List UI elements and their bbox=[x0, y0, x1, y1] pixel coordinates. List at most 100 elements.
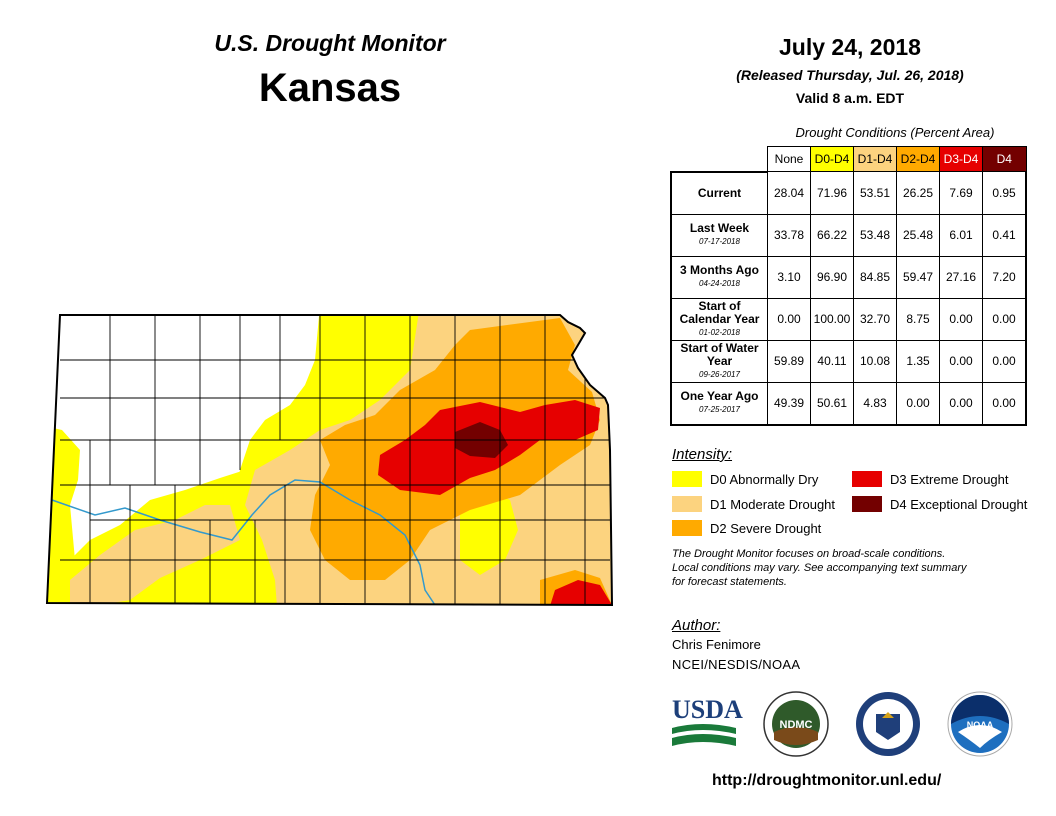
table-cell: 40.11 bbox=[810, 339, 854, 383]
legend-label: D1 Moderate Drought bbox=[710, 496, 836, 512]
map-date: July 24, 2018 bbox=[779, 34, 921, 60]
table-cell: 50.61 bbox=[810, 381, 854, 426]
table-cell: 0.95 bbox=[982, 171, 1027, 215]
table-cell: 96.90 bbox=[810, 255, 854, 299]
row-label: 3 Months Ago bbox=[680, 263, 759, 277]
monitor-title: U.S. Drought Monitor bbox=[214, 30, 446, 56]
row-label: Start of Calendar Year bbox=[679, 298, 760, 326]
table-cell: 66.22 bbox=[810, 213, 854, 257]
column-header: D0-D4 bbox=[810, 146, 854, 172]
table-cell: 59.89 bbox=[767, 339, 811, 383]
commerce-seal bbox=[856, 692, 920, 756]
drought-conditions-table: None D0-D4 D1-D4 D2-D4 D3-D4 D4 Current … bbox=[670, 146, 1027, 426]
row-date: 01-02-2018 bbox=[699, 327, 740, 337]
legend-label: D0 Abnormally Dry bbox=[710, 471, 819, 487]
row-label: Current bbox=[697, 185, 742, 200]
table-caption: Drought Conditions (Percent Area) bbox=[795, 125, 995, 140]
table-cell: 0.00 bbox=[982, 381, 1027, 426]
author-title: Author: bbox=[672, 617, 721, 634]
table-cell: 33.78 bbox=[767, 213, 811, 257]
state-outline bbox=[45, 314, 614, 607]
table-cell: 0.00 bbox=[896, 381, 940, 426]
table-cell: 10.08 bbox=[853, 339, 897, 383]
legend-item-d2: D2 Severe Drought bbox=[672, 520, 821, 536]
legend-swatch bbox=[852, 496, 882, 512]
ndmc-logo: NDMC bbox=[763, 691, 829, 757]
column-header: D1-D4 bbox=[853, 146, 897, 172]
legend-title: Intensity: bbox=[672, 446, 733, 463]
table-row: One Year Ago 07-25-2017 49.39 50.61 4.83 … bbox=[670, 381, 1027, 426]
author-name: Chris Fenimore bbox=[672, 637, 761, 652]
valid-time: Valid 8 a.m. EDT bbox=[795, 90, 905, 106]
column-header: None bbox=[767, 146, 811, 172]
table-cell: 0.00 bbox=[982, 297, 1027, 341]
table-cell: 84.85 bbox=[853, 255, 897, 299]
arkansas-river bbox=[51, 479, 436, 605]
table-cell: 25.48 bbox=[896, 213, 940, 257]
table-cell: 3.10 bbox=[767, 255, 811, 299]
row-date: 04-24-2018 bbox=[699, 279, 740, 288]
county-lines bbox=[60, 315, 610, 605]
ndmc-logo-text: NDMC bbox=[780, 719, 813, 731]
note-line: for forecast statements. bbox=[672, 576, 787, 588]
row-label: One Year Ago bbox=[680, 389, 759, 403]
legend-item-d3: D3 Extreme Drought bbox=[852, 471, 1009, 487]
row-date: 07-17-2018 bbox=[699, 237, 740, 246]
source-url[interactable]: http://droughtmonitor.unl.edu/ bbox=[712, 772, 942, 789]
usda-logo-text: USDA bbox=[672, 695, 743, 724]
table-cell: 7.69 bbox=[939, 171, 983, 215]
table-row: Start of Calendar Year 01-02-2018 0.00 10… bbox=[670, 297, 1027, 341]
row-date: 09-26-2017 bbox=[699, 369, 740, 379]
legend-label: D4 Exceptional Drought bbox=[890, 496, 1028, 512]
d3-area-southeast bbox=[550, 580, 612, 605]
table-cell: 0.00 bbox=[939, 381, 983, 426]
d1-area-southwest bbox=[70, 505, 240, 605]
table-cell: 28.04 bbox=[767, 171, 811, 215]
table-cell: 0.00 bbox=[939, 297, 983, 341]
table-cell: 0.41 bbox=[982, 213, 1027, 257]
table-row: Last Week 07-17-2018 33.78 66.22 53.48 25… bbox=[670, 213, 1027, 257]
table-cell: 1.35 bbox=[896, 339, 940, 383]
legend-swatch bbox=[672, 471, 702, 487]
table-cell: 59.47 bbox=[896, 255, 940, 299]
legend-label: D2 Severe Drought bbox=[710, 520, 822, 536]
table-cell: 53.51 bbox=[853, 171, 897, 215]
legend-label: D3 Extreme Drought bbox=[890, 471, 1009, 487]
note-line: The Drought Monitor focuses on broad-sca… bbox=[672, 548, 946, 560]
release-date: (Released Thursday, Jul. 26, 2018) bbox=[736, 67, 964, 83]
d0-pocket-southeast bbox=[460, 490, 518, 575]
legend-note: The Drought Monitor focuses on broad-sca… bbox=[672, 547, 1022, 589]
table-cell: 32.70 bbox=[853, 297, 897, 341]
row-label: Start of Water Year bbox=[680, 340, 759, 368]
table-cell: 4.83 bbox=[853, 381, 897, 426]
table-cell: 49.39 bbox=[767, 381, 811, 426]
column-header: D2-D4 bbox=[896, 146, 940, 172]
table-cell: 0.00 bbox=[767, 297, 811, 341]
legend-swatch bbox=[852, 471, 882, 487]
table-cell: 71.96 bbox=[810, 171, 854, 215]
legend-item-d4: D4 Exceptional Drought bbox=[852, 496, 1027, 512]
legend-item-d0: D0 Abnormally Dry bbox=[672, 471, 818, 487]
table-cell: 26.25 bbox=[896, 171, 940, 215]
table-cell: 53.48 bbox=[853, 213, 897, 257]
row-date: 07-25-2017 bbox=[699, 405, 740, 414]
author-org: NCEI/NESDIS/NOAA bbox=[672, 657, 801, 672]
kansas-drought-map bbox=[45, 314, 614, 607]
noaa-logo: NOAA bbox=[947, 691, 1013, 757]
state-title: Kansas bbox=[258, 66, 402, 110]
table-cell: 0.00 bbox=[982, 339, 1027, 383]
row-label: Last Week bbox=[689, 221, 750, 235]
table-cell: 0.00 bbox=[939, 339, 983, 383]
usda-logo: USDA bbox=[672, 695, 743, 746]
note-line: Local conditions may vary. See accompany… bbox=[672, 562, 967, 574]
table-cell: 7.20 bbox=[982, 255, 1027, 299]
agency-logos: USDA NDMC NOAA bbox=[672, 691, 1013, 757]
legend-item-d1: D1 Moderate Drought bbox=[672, 496, 835, 512]
drought-areas bbox=[47, 315, 612, 605]
legend-swatch bbox=[672, 520, 702, 536]
table-row: Current 28.04 71.96 53.51 26.25 7.69 0.9… bbox=[670, 171, 1027, 215]
table-cell: 8.75 bbox=[896, 297, 940, 341]
column-header: D4 bbox=[982, 146, 1027, 172]
table-cell: 27.16 bbox=[939, 255, 983, 299]
legend-swatch bbox=[672, 496, 702, 512]
